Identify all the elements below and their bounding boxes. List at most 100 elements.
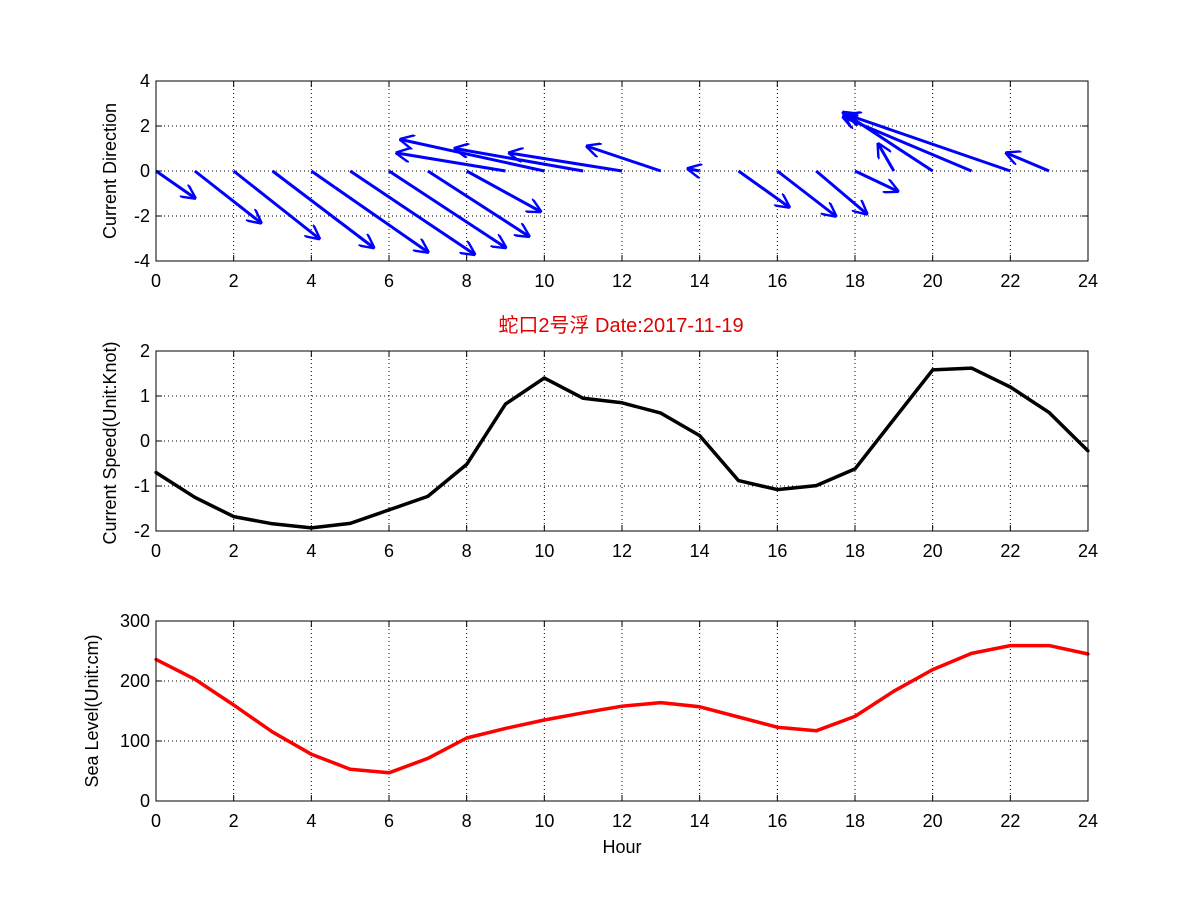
sea-level-xtick-label: 16	[767, 811, 787, 831]
sea-level-xlabel: Hour	[602, 837, 641, 857]
current-direction-arrow	[843, 117, 973, 173]
current-speed-point	[348, 521, 352, 525]
current-speed-xtick-label: 24	[1078, 541, 1098, 561]
current-speed-point	[1008, 385, 1012, 389]
current-direction-arrow	[737, 169, 789, 207]
current-direction-arrow	[401, 140, 545, 173]
current-speed-xtick-label: 10	[534, 541, 554, 561]
current-speed-ytick-label: 1	[140, 386, 150, 406]
current-speed-point	[426, 494, 430, 498]
current-speed-point	[698, 434, 702, 438]
current-speed-xtick-label: 6	[384, 541, 394, 561]
current-direction-arrow	[427, 169, 529, 236]
sea-level-point	[387, 771, 391, 775]
current-direction-xtick-label: 0	[151, 271, 161, 291]
current-speed-point	[659, 411, 663, 415]
sea-level-point	[426, 756, 430, 761]
current-direction-xtick-label: 14	[690, 271, 710, 291]
current-direction-arrow	[310, 169, 428, 252]
sea-level-xtick-label: 20	[923, 811, 943, 831]
current-speed-xtick-label: 12	[612, 541, 632, 561]
current-speed-point	[581, 396, 585, 400]
current-speed-point	[193, 495, 197, 499]
current-speed-point	[931, 368, 935, 372]
sea-level-point	[853, 714, 857, 719]
current-direction-arrow	[587, 146, 662, 173]
current-speed-xtick-label: 4	[306, 541, 316, 561]
current-direction-arrow	[847, 115, 1011, 173]
sea-level-point	[309, 752, 313, 756]
current-speed-xtick-label: 16	[767, 541, 787, 561]
current-direction-ytick-label: -4	[134, 251, 150, 271]
sea-level-xtick-label: 8	[462, 811, 472, 831]
sea-level-ytick-label: 100	[120, 731, 150, 751]
current-direction-xtick-label: 24	[1078, 271, 1098, 291]
current-direction-arrow	[193, 169, 261, 223]
current-speed-point	[542, 376, 546, 380]
current-direction-ytick-label: -2	[134, 206, 150, 226]
current-speed-point	[620, 401, 624, 405]
sea-level-xtick-label: 22	[1000, 811, 1020, 831]
sea-level-xtick-label: 2	[229, 811, 239, 831]
current-direction-arrow	[155, 169, 195, 198]
current-speed-ytick-label: 2	[140, 341, 150, 361]
current-speed-point	[892, 417, 896, 421]
current-direction-arrow	[776, 169, 835, 216]
current-direction-xtick-label: 2	[229, 271, 239, 291]
sea-level-point	[659, 701, 663, 705]
sea-level-point	[892, 689, 896, 693]
current-direction-arrow	[349, 169, 474, 254]
current-speed-point	[387, 508, 391, 512]
current-direction-xtick-label: 10	[534, 271, 554, 291]
sea-level-xtick-label: 6	[384, 811, 394, 831]
current-speed-point	[736, 479, 741, 483]
current-speed-xtick-label: 22	[1000, 541, 1020, 561]
sea-level-point	[348, 767, 352, 771]
sea-level-point	[193, 677, 197, 681]
sea-level-plot-area	[156, 621, 1088, 801]
current-speed-point	[969, 366, 974, 370]
current-speed-ylabel: Current Speed(Unit:Knot)	[100, 341, 120, 544]
current-direction-ytick-label: 2	[140, 116, 150, 136]
sea-level-ylabel: Sea Level(Unit:cm)	[82, 634, 102, 787]
current-direction-arrow	[388, 169, 506, 248]
sea-level-ytick-label: 300	[120, 611, 150, 631]
sea-level-xtick-label: 0	[151, 811, 161, 831]
current-direction-arrow	[878, 144, 896, 172]
current-speed-ytick-label: -1	[134, 476, 150, 496]
current-speed-xtick-label: 18	[845, 541, 865, 561]
sea-level-xtick-label: 14	[690, 811, 710, 831]
sea-level-point	[698, 705, 702, 709]
current-speed-xtick-label: 20	[923, 541, 943, 561]
current-speed-xtick-label: 2	[229, 541, 239, 561]
sea-level-point	[1047, 644, 1051, 648]
sea-level-xtick-label: 24	[1078, 811, 1098, 831]
sea-level-point	[931, 668, 935, 672]
sea-level-ytick-label: 0	[140, 791, 150, 811]
current-direction-ytick-label: 0	[140, 161, 150, 181]
sea-level-ytick-label: 200	[120, 671, 150, 691]
current-direction-arrow	[509, 153, 623, 173]
current-speed-point	[465, 462, 469, 466]
current-direction-xtick-label: 4	[306, 271, 316, 291]
current-direction-arrow	[815, 169, 866, 214]
current-direction-xtick-label: 8	[462, 271, 472, 291]
current-speed-xtick-label: 8	[462, 541, 472, 561]
sea-level-point	[620, 704, 624, 708]
sea-level-point	[814, 729, 818, 733]
current-speed-ytick-label: -2	[134, 521, 150, 541]
current-speed-point	[1047, 411, 1051, 415]
current-direction-xtick-label: 16	[767, 271, 787, 291]
current-direction-ylabel: Current Direction	[100, 103, 120, 239]
sea-level-point	[775, 725, 779, 729]
current-direction-ytick-label: 4	[140, 71, 150, 91]
current-direction-arrow	[232, 169, 319, 239]
current-direction-arrow	[1006, 153, 1050, 173]
current-speed-point	[232, 515, 236, 519]
sea-level-xtick-label: 12	[612, 811, 632, 831]
sea-level-xtick-label: 10	[534, 811, 554, 831]
